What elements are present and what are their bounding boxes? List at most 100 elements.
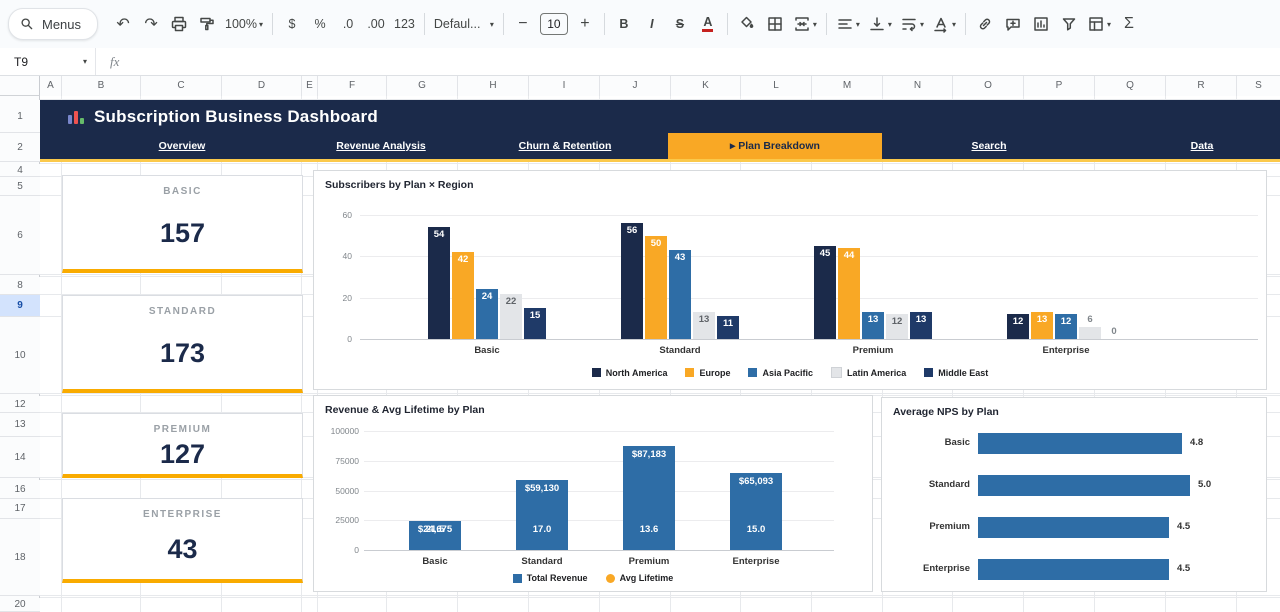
kpi-card-standard[interactable]: STANDARD 173 — [62, 295, 303, 393]
row-header-13[interactable]: 13 — [0, 413, 40, 437]
row-header-20[interactable]: 20 — [0, 598, 40, 612]
y-axis-tick: 100000 — [330, 426, 359, 436]
kpi-card-basic[interactable]: BASIC 157 — [62, 175, 303, 273]
bar — [693, 312, 715, 339]
column-header-C[interactable]: C — [141, 76, 222, 96]
strikethrough-button[interactable]: S — [667, 11, 693, 37]
column-header-Q[interactable]: Q — [1095, 76, 1166, 96]
font-family-control[interactable]: Defaul... ▾ — [431, 11, 497, 37]
increase-decimal-button[interactable]: .00 — [363, 11, 389, 37]
kpi-card-value: 43 — [167, 534, 198, 564]
row-header-9[interactable]: 9 — [0, 295, 40, 317]
nav-tab-overview[interactable]: Overview — [158, 140, 206, 152]
redo-button[interactable]: ↷ — [138, 11, 164, 37]
revenue-avg-lifetime-chart[interactable]: Revenue & Avg Lifetime by Plan 0 25000 500… — [313, 395, 873, 592]
column-header-S[interactable]: S — [1237, 76, 1280, 96]
row-header-17[interactable]: 17 — [0, 499, 40, 519]
column-header-R[interactable]: R — [1166, 76, 1237, 96]
column-header-H[interactable]: H — [458, 76, 529, 96]
decrease-decimal-button[interactable]: .0 — [335, 11, 361, 37]
nav-tab-search[interactable]: Search — [971, 140, 1007, 152]
column-header-A[interactable]: A — [40, 76, 62, 96]
bar-value-label: 11 — [722, 318, 734, 329]
nav-tab-revenue-analysis[interactable]: Revenue Analysis — [336, 140, 426, 152]
column-header-I[interactable]: I — [529, 76, 600, 96]
row-header-14[interactable]: 14 — [0, 437, 40, 478]
column-header-F[interactable]: F — [318, 76, 387, 96]
bar — [862, 312, 884, 339]
row-header-18[interactable]: 18 — [0, 519, 40, 596]
column-header-G[interactable]: G — [387, 76, 458, 96]
bar-value-label: 15 — [529, 310, 541, 321]
insert-comment-button[interactable] — [1000, 11, 1026, 37]
row-header-5[interactable]: 5 — [0, 177, 40, 196]
text-wrap-button[interactable]: ▾ — [897, 11, 927, 37]
average-nps-chart[interactable]: Average NPS by Plan Basic 4.8 Standard 5.0 P… — [881, 397, 1267, 592]
percent-format-button[interactable]: % — [307, 11, 333, 37]
zoom-control[interactable]: 100% ▾ — [222, 11, 266, 37]
print-button[interactable] — [166, 11, 192, 37]
row-header-2[interactable]: 2 — [0, 133, 40, 162]
italic-button[interactable]: I — [639, 11, 665, 37]
legend-swatch — [512, 573, 522, 583]
filter-button[interactable] — [1056, 11, 1082, 37]
undo-button[interactable]: ↶ — [110, 11, 136, 37]
borders-button[interactable] — [762, 11, 788, 37]
increase-font-size-button[interactable]: + — [572, 11, 598, 37]
legend-swatch — [831, 367, 843, 378]
column-header-J[interactable]: J — [600, 76, 671, 96]
bar-value-label: 12 — [891, 316, 903, 327]
functions-button[interactable]: Σ — [1116, 11, 1142, 37]
kpi-card-enterprise[interactable]: ENTERPRISE 43 — [62, 498, 303, 583]
select-all-corner[interactable] — [0, 76, 40, 96]
more-formats-button[interactable]: 123 — [391, 11, 418, 37]
fill-color-button[interactable] — [734, 11, 760, 37]
column-header-P[interactable]: P — [1024, 76, 1095, 96]
column-header-E[interactable]: E — [302, 76, 318, 96]
row-header-4[interactable]: 4 — [0, 164, 40, 177]
nav-tab-churn-retention[interactable]: Churn & Retention — [518, 140, 612, 152]
table-views-button[interactable]: ▾ — [1084, 11, 1114, 37]
decrease-font-size-button[interactable]: − — [510, 11, 536, 37]
legend-label: Total Revenue — [526, 573, 588, 583]
merge-cells-button[interactable]: ▾ — [790, 11, 820, 37]
row-header-1[interactable]: 1 — [0, 100, 40, 133]
currency-format-button[interactable]: $ — [279, 11, 305, 37]
bold-button[interactable]: B — [611, 11, 637, 37]
column-header-N[interactable]: N — [883, 76, 953, 96]
revenue-value-label: $65,093 — [738, 476, 774, 487]
nav-tab-plan-breakdown[interactable]: ▸ Plan Breakdown — [668, 133, 882, 159]
column-header-O[interactable]: O — [953, 76, 1024, 96]
row-header-8[interactable]: 8 — [0, 277, 40, 295]
lifetime-value-label: 13.6 — [639, 524, 659, 535]
menus-button[interactable]: Menus — [8, 8, 99, 40]
column-header-M[interactable]: M — [812, 76, 883, 96]
vertical-align-button[interactable]: ▾ — [865, 11, 895, 37]
subscribers-by-plan-region-chart[interactable]: Subscribers by Plan × Region 0 20 40 60 54 42… — [313, 170, 1267, 390]
nav-underline — [40, 159, 1280, 162]
kpi-card-premium[interactable]: PREMIUM 127 — [62, 413, 303, 478]
y-axis-tick: 60 — [342, 210, 352, 220]
horizontal-align-button[interactable]: ▾ — [833, 11, 863, 37]
y-axis-tick: 25000 — [335, 515, 359, 526]
row-header-10[interactable]: 10 — [0, 317, 40, 394]
row-header-12[interactable]: 12 — [0, 396, 40, 413]
paint-format-button[interactable] — [194, 11, 220, 37]
column-header-L[interactable]: L — [741, 76, 812, 96]
nav-tab-data[interactable]: Data — [1190, 140, 1214, 152]
column-header-K[interactable]: K — [671, 76, 741, 96]
text-color-button[interactable]: A — [695, 11, 721, 37]
row-header-16[interactable]: 16 — [0, 480, 40, 499]
text-wrap-icon — [902, 18, 916, 32]
dashboard-title: Subscription Business Dashboard — [94, 106, 378, 126]
insert-chart-button[interactable] — [1028, 11, 1054, 37]
column-header-B[interactable]: B — [62, 76, 141, 96]
text-color-a: A — [702, 16, 714, 33]
name-box[interactable]: T9 ▾ — [0, 48, 96, 75]
row-header-6[interactable]: 6 — [0, 196, 40, 275]
font-size-input[interactable]: 10 — [539, 13, 568, 35]
kpi-card-label: BASIC — [163, 186, 202, 197]
text-rotation-button[interactable]: ▾ — [929, 11, 959, 37]
insert-link-button[interactable] — [972, 11, 998, 37]
column-header-D[interactable]: D — [222, 76, 302, 96]
